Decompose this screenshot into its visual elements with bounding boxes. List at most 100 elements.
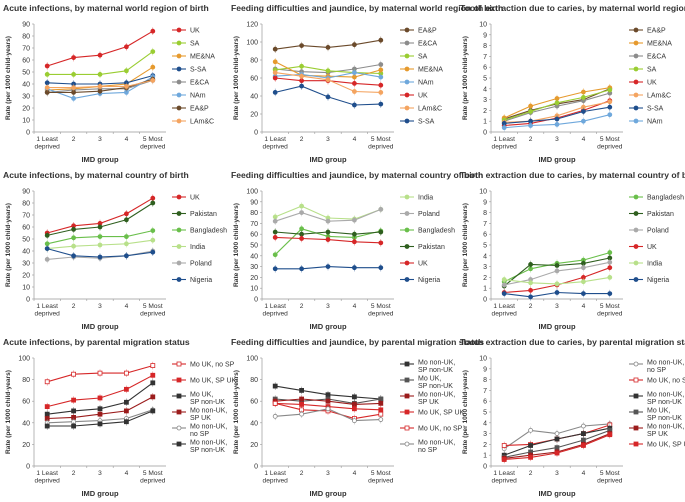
legend-label: UK bbox=[418, 93, 428, 100]
data-point bbox=[325, 398, 331, 404]
series-Poland bbox=[501, 258, 613, 289]
legend-label: Mo UK, no SP bbox=[190, 362, 235, 369]
x-tick-label: 1 Least deprived bbox=[263, 303, 289, 318]
legend-label: LAm&C bbox=[418, 106, 442, 113]
legend-label: ME&NA bbox=[647, 41, 672, 48]
x-axis-label: IMD group bbox=[81, 489, 118, 498]
legend-marker bbox=[633, 92, 639, 98]
data-point bbox=[581, 89, 586, 95]
legend-marker bbox=[176, 377, 182, 383]
data-point bbox=[44, 85, 50, 90]
legend-label: India bbox=[647, 261, 662, 268]
legend-marker bbox=[404, 105, 410, 111]
legend-marker bbox=[404, 92, 410, 98]
legend-marker bbox=[633, 227, 639, 233]
legend-marker bbox=[176, 260, 182, 266]
data-point bbox=[71, 72, 76, 77]
legend-marker bbox=[176, 105, 182, 111]
data-point bbox=[272, 235, 278, 240]
y-tick-label: 0 bbox=[254, 464, 258, 471]
legend-label: Mo UK, SP UK bbox=[647, 442, 685, 449]
y-tick-label: 3 bbox=[483, 431, 487, 438]
data-point bbox=[607, 250, 613, 255]
legend-marker bbox=[404, 53, 410, 59]
legend-label: SA bbox=[190, 41, 200, 48]
data-point bbox=[124, 419, 129, 425]
data-point bbox=[501, 125, 507, 131]
legend-marker bbox=[404, 277, 410, 282]
data-point bbox=[378, 411, 384, 417]
y-tick-label: 7 bbox=[483, 388, 487, 395]
legend-label: Mo UK, SP non-UK bbox=[190, 392, 225, 407]
y-tick-label: 70 bbox=[22, 46, 30, 53]
y-tick-label: 80 bbox=[22, 201, 30, 208]
data-point bbox=[124, 386, 129, 392]
y-axis-label: Rate (per 1000 child-years) bbox=[462, 370, 469, 454]
data-point bbox=[150, 380, 156, 386]
legend-marker bbox=[633, 53, 639, 59]
x-tick-label: 3 bbox=[555, 470, 559, 477]
series-UK bbox=[272, 233, 384, 247]
x-tick-label: 3 bbox=[326, 136, 330, 143]
data-point bbox=[272, 413, 278, 419]
legend-label: UK bbox=[418, 261, 428, 268]
data-point bbox=[97, 406, 103, 412]
x-tick-label: 4 bbox=[582, 136, 586, 143]
y-tick-label: 90 bbox=[22, 189, 30, 196]
data-point bbox=[351, 70, 357, 75]
legend-marker bbox=[633, 40, 639, 46]
x-tick-label: 5 Most deprived bbox=[140, 303, 166, 318]
data-point bbox=[272, 383, 278, 389]
series-Pakistan bbox=[44, 199, 156, 240]
legend-marker bbox=[633, 377, 639, 383]
legend-marker bbox=[633, 194, 639, 200]
x-tick-label: 2 bbox=[72, 303, 76, 310]
series-Mo non-UK, SP non-UK bbox=[44, 407, 156, 430]
y-tick-label: 40 bbox=[250, 94, 258, 101]
legend-label: SA bbox=[647, 67, 657, 74]
legend-marker bbox=[404, 244, 410, 249]
data-point bbox=[44, 379, 50, 385]
chart-title: Feeding difficulties and jaundice, by ma… bbox=[231, 170, 483, 180]
data-point bbox=[351, 406, 357, 412]
legend-label: UK bbox=[190, 195, 200, 202]
y-tick-label: 10 bbox=[479, 356, 487, 363]
data-point bbox=[124, 253, 129, 259]
legend-label: EA&P bbox=[190, 106, 209, 113]
data-point bbox=[351, 265, 357, 271]
data-point bbox=[378, 37, 384, 43]
series-Mo non-UK, SP UK bbox=[44, 393, 156, 423]
chart-panel-p6: Tooth extraction due to caries, by mater… bbox=[460, 170, 685, 331]
data-point bbox=[325, 77, 331, 83]
data-point bbox=[299, 226, 305, 232]
y-tick-label: 30 bbox=[22, 94, 30, 101]
legend-marker bbox=[176, 27, 182, 33]
x-tick-label: 3 bbox=[326, 470, 330, 477]
data-point bbox=[325, 229, 331, 235]
y-tick-label: 70 bbox=[250, 221, 258, 228]
series-Mo non-UK, SP non-UK bbox=[272, 382, 384, 403]
data-point bbox=[325, 218, 331, 224]
data-point bbox=[272, 218, 278, 224]
data-point bbox=[299, 411, 305, 417]
series-line bbox=[47, 374, 154, 408]
data-point bbox=[325, 45, 331, 50]
y-tick-label: 5 bbox=[483, 410, 487, 417]
legend-label: S-SA bbox=[647, 106, 664, 113]
data-point bbox=[150, 249, 156, 255]
y-tick-label: 50 bbox=[22, 237, 30, 244]
data-point bbox=[528, 454, 533, 460]
data-point bbox=[299, 83, 305, 89]
legend-label: Bangladesh bbox=[647, 195, 684, 202]
chart-title: Tooth extraction due to caries, by paren… bbox=[460, 337, 685, 347]
legend-label: ME&NA bbox=[190, 54, 215, 61]
x-axis-label: IMD group bbox=[538, 322, 575, 331]
y-tick-label: 10 bbox=[479, 189, 487, 196]
legend-marker bbox=[404, 27, 410, 33]
data-point bbox=[150, 372, 156, 378]
y-tick-label: 10 bbox=[22, 285, 30, 292]
x-tick-label: 5 Most deprived bbox=[140, 470, 166, 485]
data-point bbox=[554, 122, 560, 127]
legend-marker bbox=[176, 53, 182, 59]
data-point bbox=[501, 291, 507, 297]
